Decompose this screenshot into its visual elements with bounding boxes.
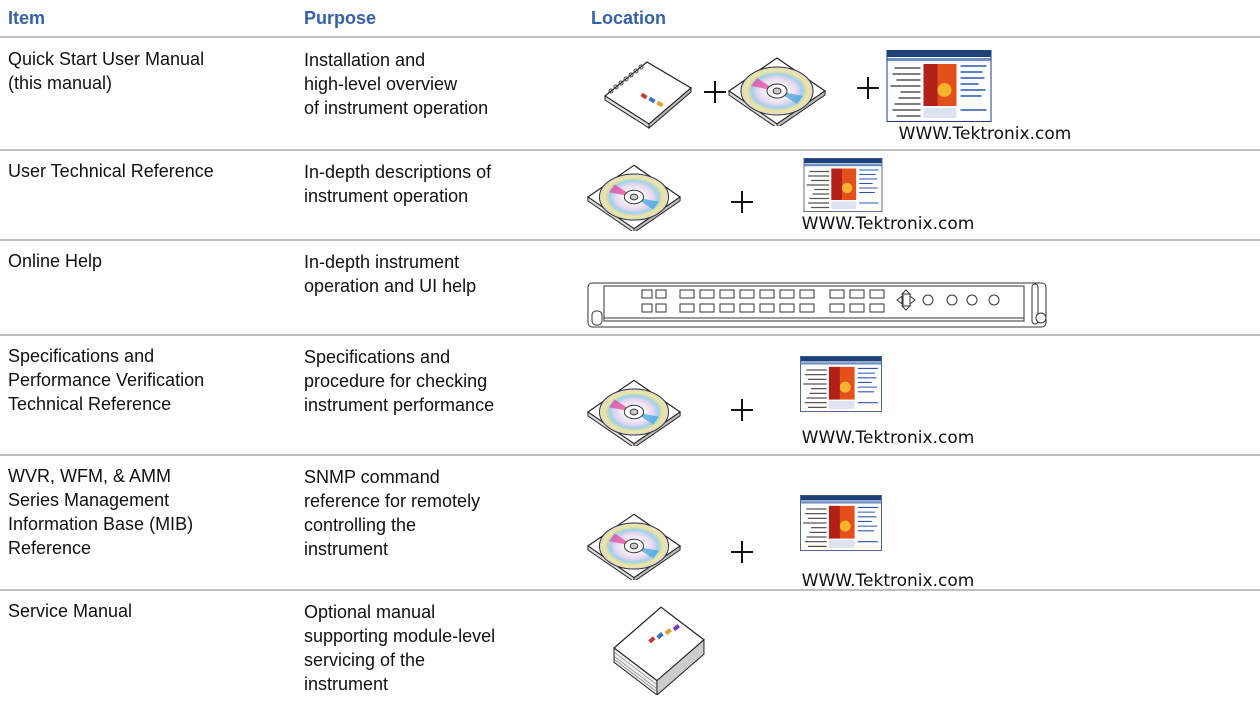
item-line: Performance Verification: [8, 370, 204, 390]
website-icon: [799, 356, 883, 412]
purpose-line: instrument performance: [304, 395, 494, 415]
website-icon: [799, 495, 883, 551]
plus: [731, 399, 753, 421]
item-line: Series Management: [8, 490, 169, 510]
item-line: Technical Reference: [8, 394, 171, 414]
item-line: Specifications and: [8, 346, 154, 366]
website-icon: [803, 158, 883, 212]
purpose-line: controlling the: [304, 515, 416, 535]
panel-button: [869, 289, 885, 299]
panel-button: [719, 303, 735, 313]
panel-button: [829, 289, 845, 299]
purpose-line: high-level overview: [304, 74, 458, 94]
plus: [731, 191, 753, 213]
panel-button: [779, 289, 795, 299]
panel-button: [799, 289, 815, 299]
table-row: Quick Start User Manual (this manual) Inst…: [8, 49, 488, 118]
row-rules: [0, 36, 1260, 591]
panel-button: [699, 289, 715, 299]
panel-button: [869, 303, 885, 313]
item-line: User Technical Reference: [8, 161, 214, 181]
website-icon: [886, 50, 992, 122]
front-panel-icon: [587, 282, 1047, 328]
purpose-line: supporting module-level: [304, 626, 495, 646]
purpose-line: servicing of the: [304, 650, 425, 670]
table-row: User Technical Reference In-depth descrip…: [8, 161, 492, 206]
cd-icon: [587, 379, 681, 446]
purpose-line: Installation and: [304, 50, 425, 70]
header-cell: Location: [591, 8, 666, 28]
location-caption: WWW.Tektronix.com: [802, 428, 975, 448]
cd-icon: [728, 57, 826, 126]
manual-icon: [604, 61, 692, 129]
table-row: Service Manual Optional manual supporting …: [8, 601, 495, 694]
panel-button: [829, 303, 845, 313]
plus: [857, 77, 879, 99]
panel-button: [779, 303, 795, 313]
panel-button: [849, 289, 865, 299]
purpose-line: Optional manual: [304, 602, 435, 622]
header-cell: Item: [8, 8, 45, 28]
table-body: Quick Start User Manual (this manual) Inst…: [8, 49, 495, 694]
plus: [731, 541, 753, 563]
location-caption: WWW.Tektronix.com: [802, 571, 975, 591]
item-line: Service Manual: [8, 601, 132, 621]
table-row: Specifications and Performance Verificati…: [8, 346, 494, 415]
panel-button: [719, 289, 735, 299]
item-line: WVR, WFM, & AMM: [8, 466, 171, 486]
purpose-line: reference for remotely: [304, 491, 480, 511]
panel-button: [739, 289, 755, 299]
panel-button: [679, 289, 695, 299]
table-header: Item Purpose Location: [8, 8, 666, 28]
table-row: WVR, WFM, & AMM Series Management Informat…: [8, 466, 480, 559]
purpose-line: Specifications and: [304, 347, 450, 367]
location-caption: WWW.Tektronix.com: [899, 124, 1072, 144]
purpose-line: instrument: [304, 539, 388, 559]
panel-button: [799, 303, 815, 313]
item-line: (this manual): [8, 73, 112, 93]
purpose-line: instrument operation: [304, 186, 468, 206]
panel-button: [699, 303, 715, 313]
cd-icon: [587, 164, 681, 231]
purpose-line: In-depth instrument: [304, 252, 459, 272]
item-line: Reference: [8, 538, 91, 558]
item-line: Information Base (MIB): [8, 514, 193, 534]
purpose-line: In-depth descriptions of: [304, 162, 492, 182]
table-row: Online Help In-depth instrument operation …: [8, 251, 476, 296]
purpose-line: procedure for checking: [304, 371, 487, 391]
location-caption: WWW.Tektronix.com: [802, 214, 975, 234]
purpose-line: of instrument operation: [304, 98, 488, 118]
item-line: Online Help: [8, 251, 102, 271]
purpose-line: operation and UI help: [304, 276, 476, 296]
panel-button: [759, 289, 775, 299]
header-cell: Purpose: [304, 8, 376, 28]
item-line: Quick Start User Manual: [8, 49, 204, 69]
panel-button: [679, 303, 695, 313]
panel-button: [739, 303, 755, 313]
service-manual-icon: [613, 606, 705, 695]
panel-button: [849, 303, 865, 313]
purpose-line: SNMP command: [304, 467, 440, 487]
cd-icon: [587, 513, 681, 580]
panel-button: [759, 303, 775, 313]
plus: [704, 81, 726, 103]
purpose-line: instrument: [304, 674, 388, 694]
